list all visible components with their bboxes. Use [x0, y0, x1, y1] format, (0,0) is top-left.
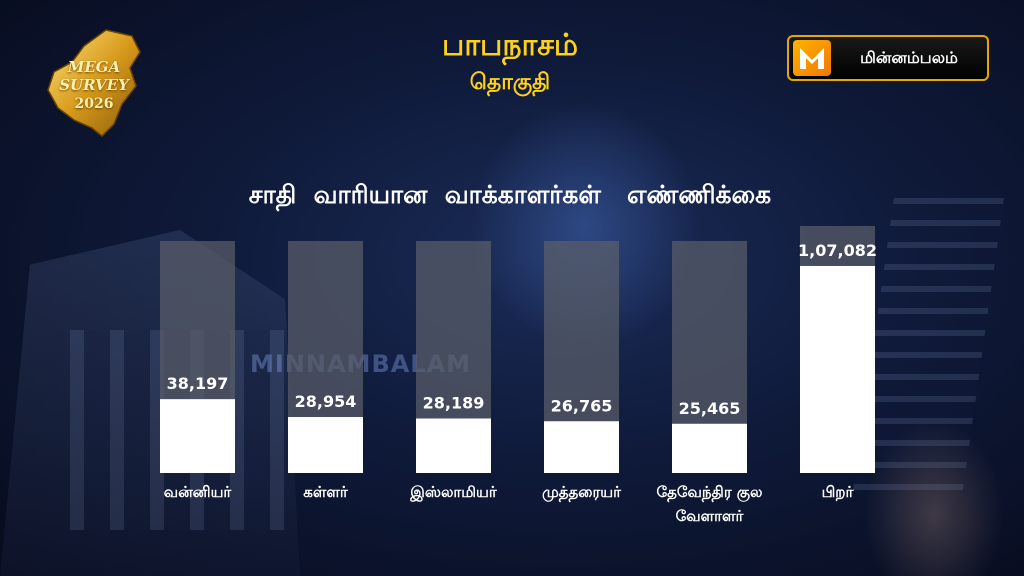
category-label: வன்னியர்	[164, 483, 233, 501]
page-subtitle: தொகுதி	[469, 70, 551, 95]
page-title: பாபநாசம்	[442, 28, 578, 63]
bar-value-label: 1,07,082	[798, 241, 877, 260]
bar	[544, 421, 619, 473]
background-building	[0, 230, 300, 576]
bar-value-label: 28,189	[423, 394, 485, 413]
bar	[288, 417, 363, 473]
logo-m-icon	[793, 40, 831, 76]
bar	[160, 399, 235, 473]
bar	[800, 265, 875, 473]
bar-value-label: 38,197	[167, 374, 229, 393]
category-label: முத்தரையர்	[542, 483, 622, 502]
category-label: பிறர்	[822, 483, 855, 501]
background-hand	[864, 420, 1004, 576]
logo-text: மின்னம்பலம்	[860, 47, 958, 67]
chart-title: சாதி வாரியான வாக்காளர்கள் எண்ணிக்கை	[248, 180, 772, 209]
tamilnadu-map-icon	[47, 29, 141, 138]
bar-value-label: 25,465	[679, 399, 741, 418]
category-label: வேளாளர்	[676, 507, 745, 525]
category-label: கள்ளர்	[303, 483, 349, 501]
badge-line2: 2026	[74, 96, 114, 112]
minnambalam-logo: மின்னம்பலம்	[787, 35, 989, 81]
bar-value-label: 26,765	[551, 396, 613, 415]
category-label: தேவேந்திர குல	[656, 483, 762, 502]
bar	[672, 423, 747, 473]
bar	[416, 418, 491, 473]
mega-survey-badge: MEGA SURVEY 2026	[44, 28, 144, 138]
category-label: இஸ்லாமியர்	[409, 483, 498, 502]
badge-line1: MEGA SURVEY	[59, 58, 129, 94]
bar-value-label: 28,954	[295, 392, 357, 411]
